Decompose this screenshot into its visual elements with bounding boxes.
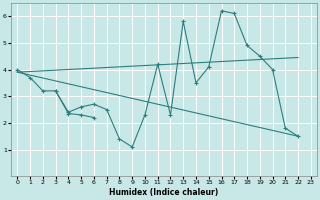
- X-axis label: Humidex (Indice chaleur): Humidex (Indice chaleur): [109, 188, 219, 197]
